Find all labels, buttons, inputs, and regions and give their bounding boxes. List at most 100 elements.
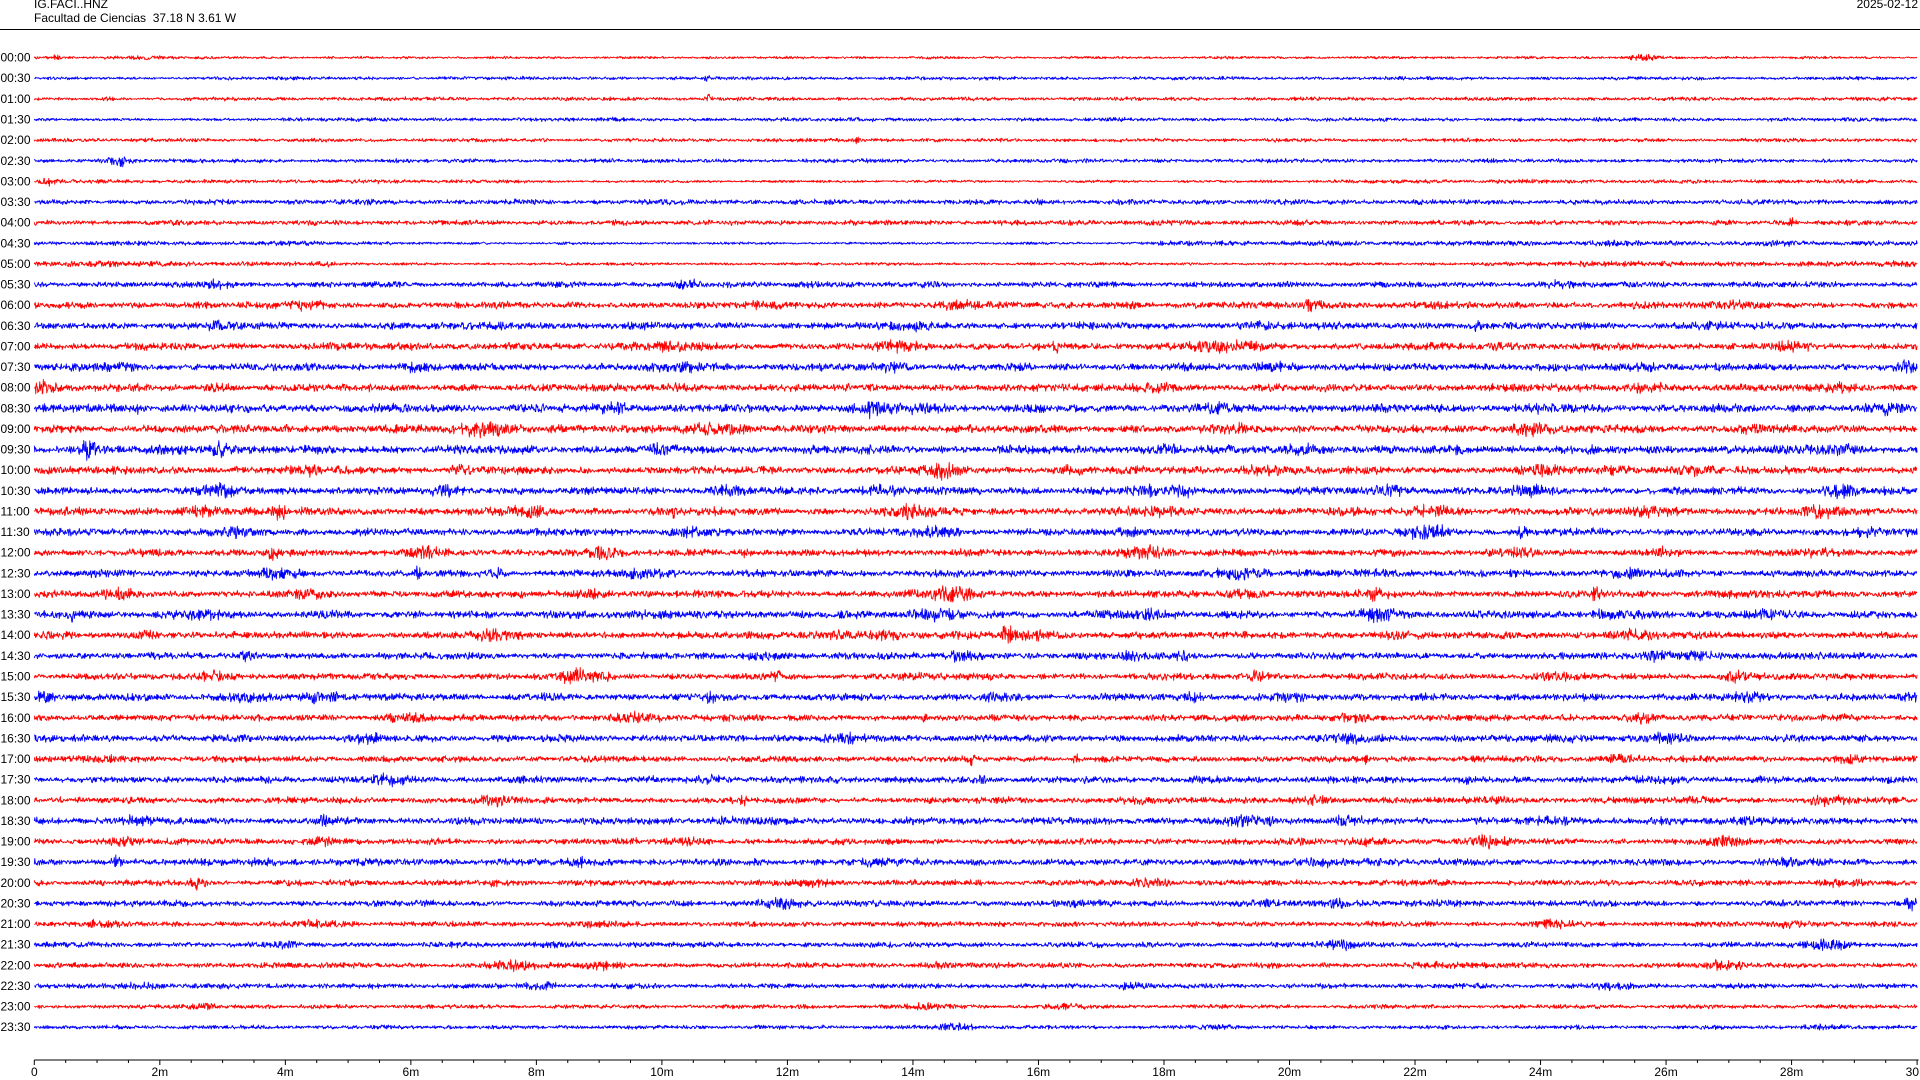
trace-15-30 (33, 690, 1918, 705)
station-title: IG.FACI..HNZ (34, 0, 109, 11)
x-tick-label: 6m (403, 1065, 420, 1079)
trace-09-30 (33, 440, 1918, 461)
trace-03-00 (34, 177, 1918, 187)
row-label: 19:00 (1, 835, 31, 849)
row-label: 13:30 (1, 608, 31, 622)
row-label: 11:00 (1, 504, 30, 518)
x-tick-label: 26m (1654, 1065, 1677, 1079)
trace-12-30 (33, 565, 1918, 581)
row-label: 05:00 (1, 257, 31, 271)
x-tick-label: 30 (1906, 1065, 1920, 1079)
x-tick-label: 8m (528, 1065, 545, 1079)
trace-19-00 (33, 833, 1918, 850)
trace-10-30 (34, 481, 1918, 500)
trace-17-30 (33, 772, 1918, 788)
date-label: 2025-02-12 (1856, 0, 1918, 11)
trace-22-00 (33, 959, 1918, 973)
row-label: 03:00 (1, 174, 31, 188)
trace-16-30 (33, 731, 1918, 746)
row-label: 07:00 (1, 339, 31, 353)
row-label: 10:00 (1, 463, 31, 477)
trace-00-30 (34, 75, 1918, 82)
x-tick-label: 20m (1278, 1065, 1301, 1079)
trace-21-30 (33, 938, 1918, 952)
trace-14-00 (33, 625, 1918, 644)
x-tick-label: 18m (1152, 1065, 1175, 1079)
row-label: 14:30 (1, 649, 31, 663)
row-label: 17:00 (1, 752, 31, 766)
trace-08-30 (33, 401, 1918, 420)
x-tick-label: 28m (1780, 1065, 1803, 1079)
row-label: 08:00 (1, 381, 31, 395)
x-tick-label: 4m (277, 1065, 294, 1079)
row-label: 13:00 (1, 587, 31, 601)
trace-04-30 (33, 239, 1918, 247)
trace-group (33, 53, 1918, 1031)
row-label: 15:00 (1, 670, 31, 684)
trace-20-00 (33, 877, 1918, 891)
trace-21-00 (34, 918, 1918, 930)
trace-02-00 (33, 136, 1918, 145)
row-label: 04:00 (1, 216, 31, 230)
row-label: 03:30 (1, 195, 31, 209)
row-label: 21:30 (1, 938, 31, 952)
trace-15-00 (33, 667, 1918, 685)
trace-05-30 (33, 278, 1918, 291)
x-tick-label: 24m (1529, 1065, 1552, 1079)
trace-16-00 (33, 710, 1918, 725)
x-tick-label: 22m (1403, 1065, 1426, 1079)
trace-05-00 (33, 260, 1918, 268)
row-label: 15:30 (1, 690, 31, 704)
row-label: 20:00 (1, 876, 31, 890)
row-label: 22:00 (1, 958, 31, 972)
row-label: 23:30 (1, 1020, 31, 1034)
row-label: 17:30 (1, 773, 31, 787)
trace-23-00 (34, 1002, 1918, 1011)
trace-03-30 (34, 198, 1918, 206)
trace-04-00 (33, 217, 1918, 227)
row-label: 12:30 (1, 566, 31, 580)
row-label: 20:30 (1, 896, 31, 910)
row-label: 07:30 (1, 360, 31, 374)
row-label: 23:00 (1, 1000, 31, 1014)
row-label: 19:30 (1, 855, 31, 869)
trace-07-00 (33, 339, 1918, 354)
x-tick-label: 12m (776, 1065, 799, 1079)
row-label: 06:30 (1, 319, 31, 333)
row-label-group: 00:00 00:30 01:00 01:30 02:00 02:30 03:00 03:30… (1, 51, 31, 1035)
trace-00-00 (33, 53, 1918, 62)
trace-01-30 (33, 116, 1918, 123)
row-label: 00:30 (1, 71, 31, 85)
trace-12-00 (33, 544, 1918, 561)
row-label: 18:30 (1, 814, 31, 828)
x-tick-label: 0 (31, 1065, 38, 1079)
trace-09-00 (33, 421, 1918, 439)
row-label: 18:00 (1, 793, 31, 807)
row-label: 14:00 (1, 628, 31, 642)
row-label: 09:30 (1, 443, 31, 457)
trace-19-30 (33, 854, 1918, 869)
row-label: 08:30 (1, 401, 31, 415)
row-label: 21:00 (1, 917, 31, 931)
trace-01-00 (33, 93, 1918, 102)
row-label: 11:30 (1, 525, 30, 539)
row-label: 16:00 (1, 711, 31, 725)
trace-18-00 (33, 794, 1918, 808)
station-location: Facultad de Ciencias 37.18 N 3.61 W (34, 11, 237, 25)
row-label: 00:00 (1, 51, 31, 65)
trace-11-30 (33, 524, 1918, 540)
trace-23-30 (33, 1022, 1918, 1031)
trace-18-30 (33, 813, 1918, 828)
x-tick-label: 16m (1027, 1065, 1050, 1079)
trace-22-30 (34, 980, 1918, 992)
trace-06-30 (33, 319, 1918, 333)
trace-08-00 (33, 379, 1918, 395)
trace-20-30 (34, 896, 1918, 912)
row-label: 22:30 (1, 979, 31, 993)
x-axis: 0 2m 4m 6m 8m 10m 12m 14m 16m 18m 20m 22m 24m 26m 28m 3… (31, 1059, 1920, 1079)
row-label: 06:00 (1, 298, 31, 312)
row-label: 01:30 (1, 112, 31, 126)
row-label: 01:00 (1, 92, 31, 106)
trace-11-00 (33, 502, 1918, 521)
